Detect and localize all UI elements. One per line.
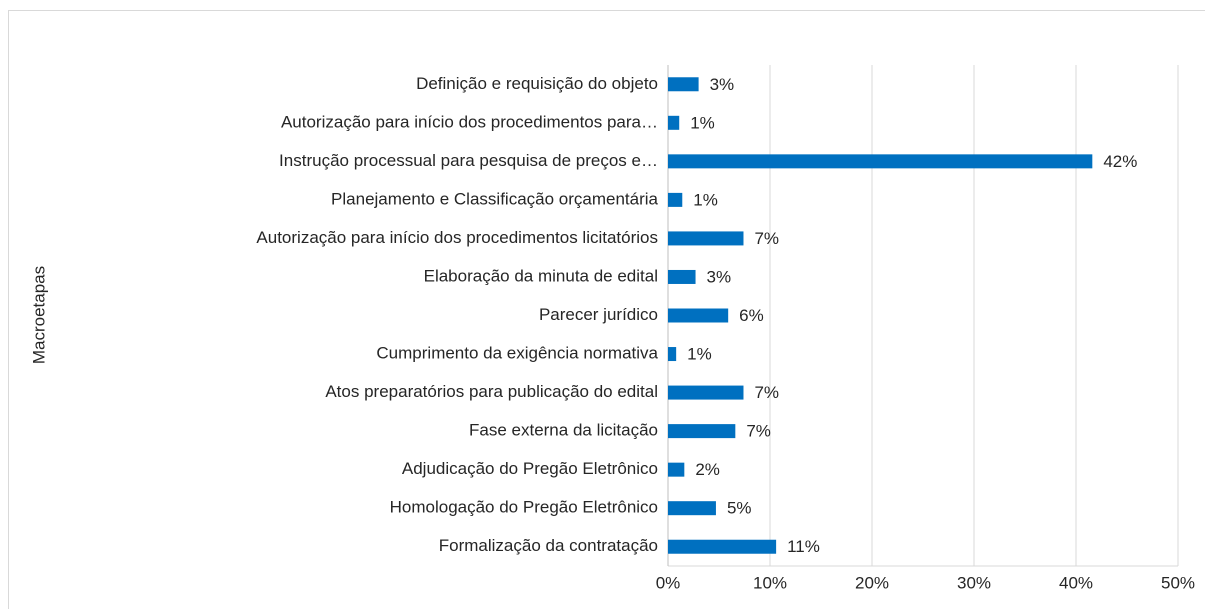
bar	[668, 540, 776, 554]
y-tick-label: Definição e requisição do objeto	[416, 74, 658, 93]
data-label: 6%	[739, 306, 764, 325]
x-tick-label: 0%	[656, 573, 681, 592]
data-label: 42%	[1103, 152, 1137, 171]
bar	[668, 386, 743, 400]
data-label: 7%	[754, 229, 779, 248]
y-tick-label: Planejamento e Classificação orçamentári…	[331, 189, 658, 208]
x-tick-label: 30%	[957, 573, 991, 592]
data-label: 7%	[746, 422, 771, 441]
data-label: 7%	[754, 383, 779, 402]
bar	[668, 463, 684, 477]
y-tick-label: Atos preparatórios para publicação do ed…	[325, 382, 658, 401]
y-tick-label: Elaboração da minuta de edital	[424, 266, 658, 285]
data-label: 5%	[727, 499, 752, 518]
y-tick-label: Autorização para início dos procedimento…	[256, 228, 658, 247]
data-label: 11%	[787, 537, 820, 556]
bar	[668, 347, 676, 361]
y-tick-label: Parecer jurídico	[539, 305, 658, 324]
bar	[668, 193, 682, 207]
bar	[668, 424, 735, 438]
y-tick-label: Fase externa da licitação	[469, 421, 658, 440]
data-label: 3%	[707, 267, 732, 286]
y-tick-label: Instrução processual para pesquisa de pr…	[279, 151, 658, 170]
y-tick-label: Autorização para início dos procedimento…	[281, 112, 658, 131]
data-label: 2%	[695, 460, 720, 479]
data-label: 1%	[690, 113, 715, 132]
x-tick-label: 50%	[1161, 573, 1195, 592]
x-tick-label: 20%	[855, 573, 889, 592]
y-tick-label: Cumprimento da exigência normativa	[376, 344, 658, 363]
x-tick-label: 40%	[1059, 573, 1093, 592]
bar	[668, 270, 696, 284]
x-tick-label: 10%	[753, 573, 787, 592]
bar	[668, 77, 699, 91]
data-label: 1%	[693, 190, 718, 209]
bar	[668, 231, 743, 245]
y-tick-label: Adjudicação do Pregão Eletrônico	[402, 459, 658, 478]
y-tick-label: Homologação do Pregão Eletrônico	[390, 498, 658, 517]
data-label: 3%	[710, 75, 735, 94]
y-tick-label: Formalização da contratação	[439, 536, 658, 555]
y-axis-title: Macroetapas	[29, 266, 48, 364]
bar	[668, 501, 716, 515]
bar	[668, 309, 728, 323]
bar	[668, 154, 1092, 168]
bar	[668, 116, 679, 130]
data-label: 1%	[687, 345, 712, 364]
